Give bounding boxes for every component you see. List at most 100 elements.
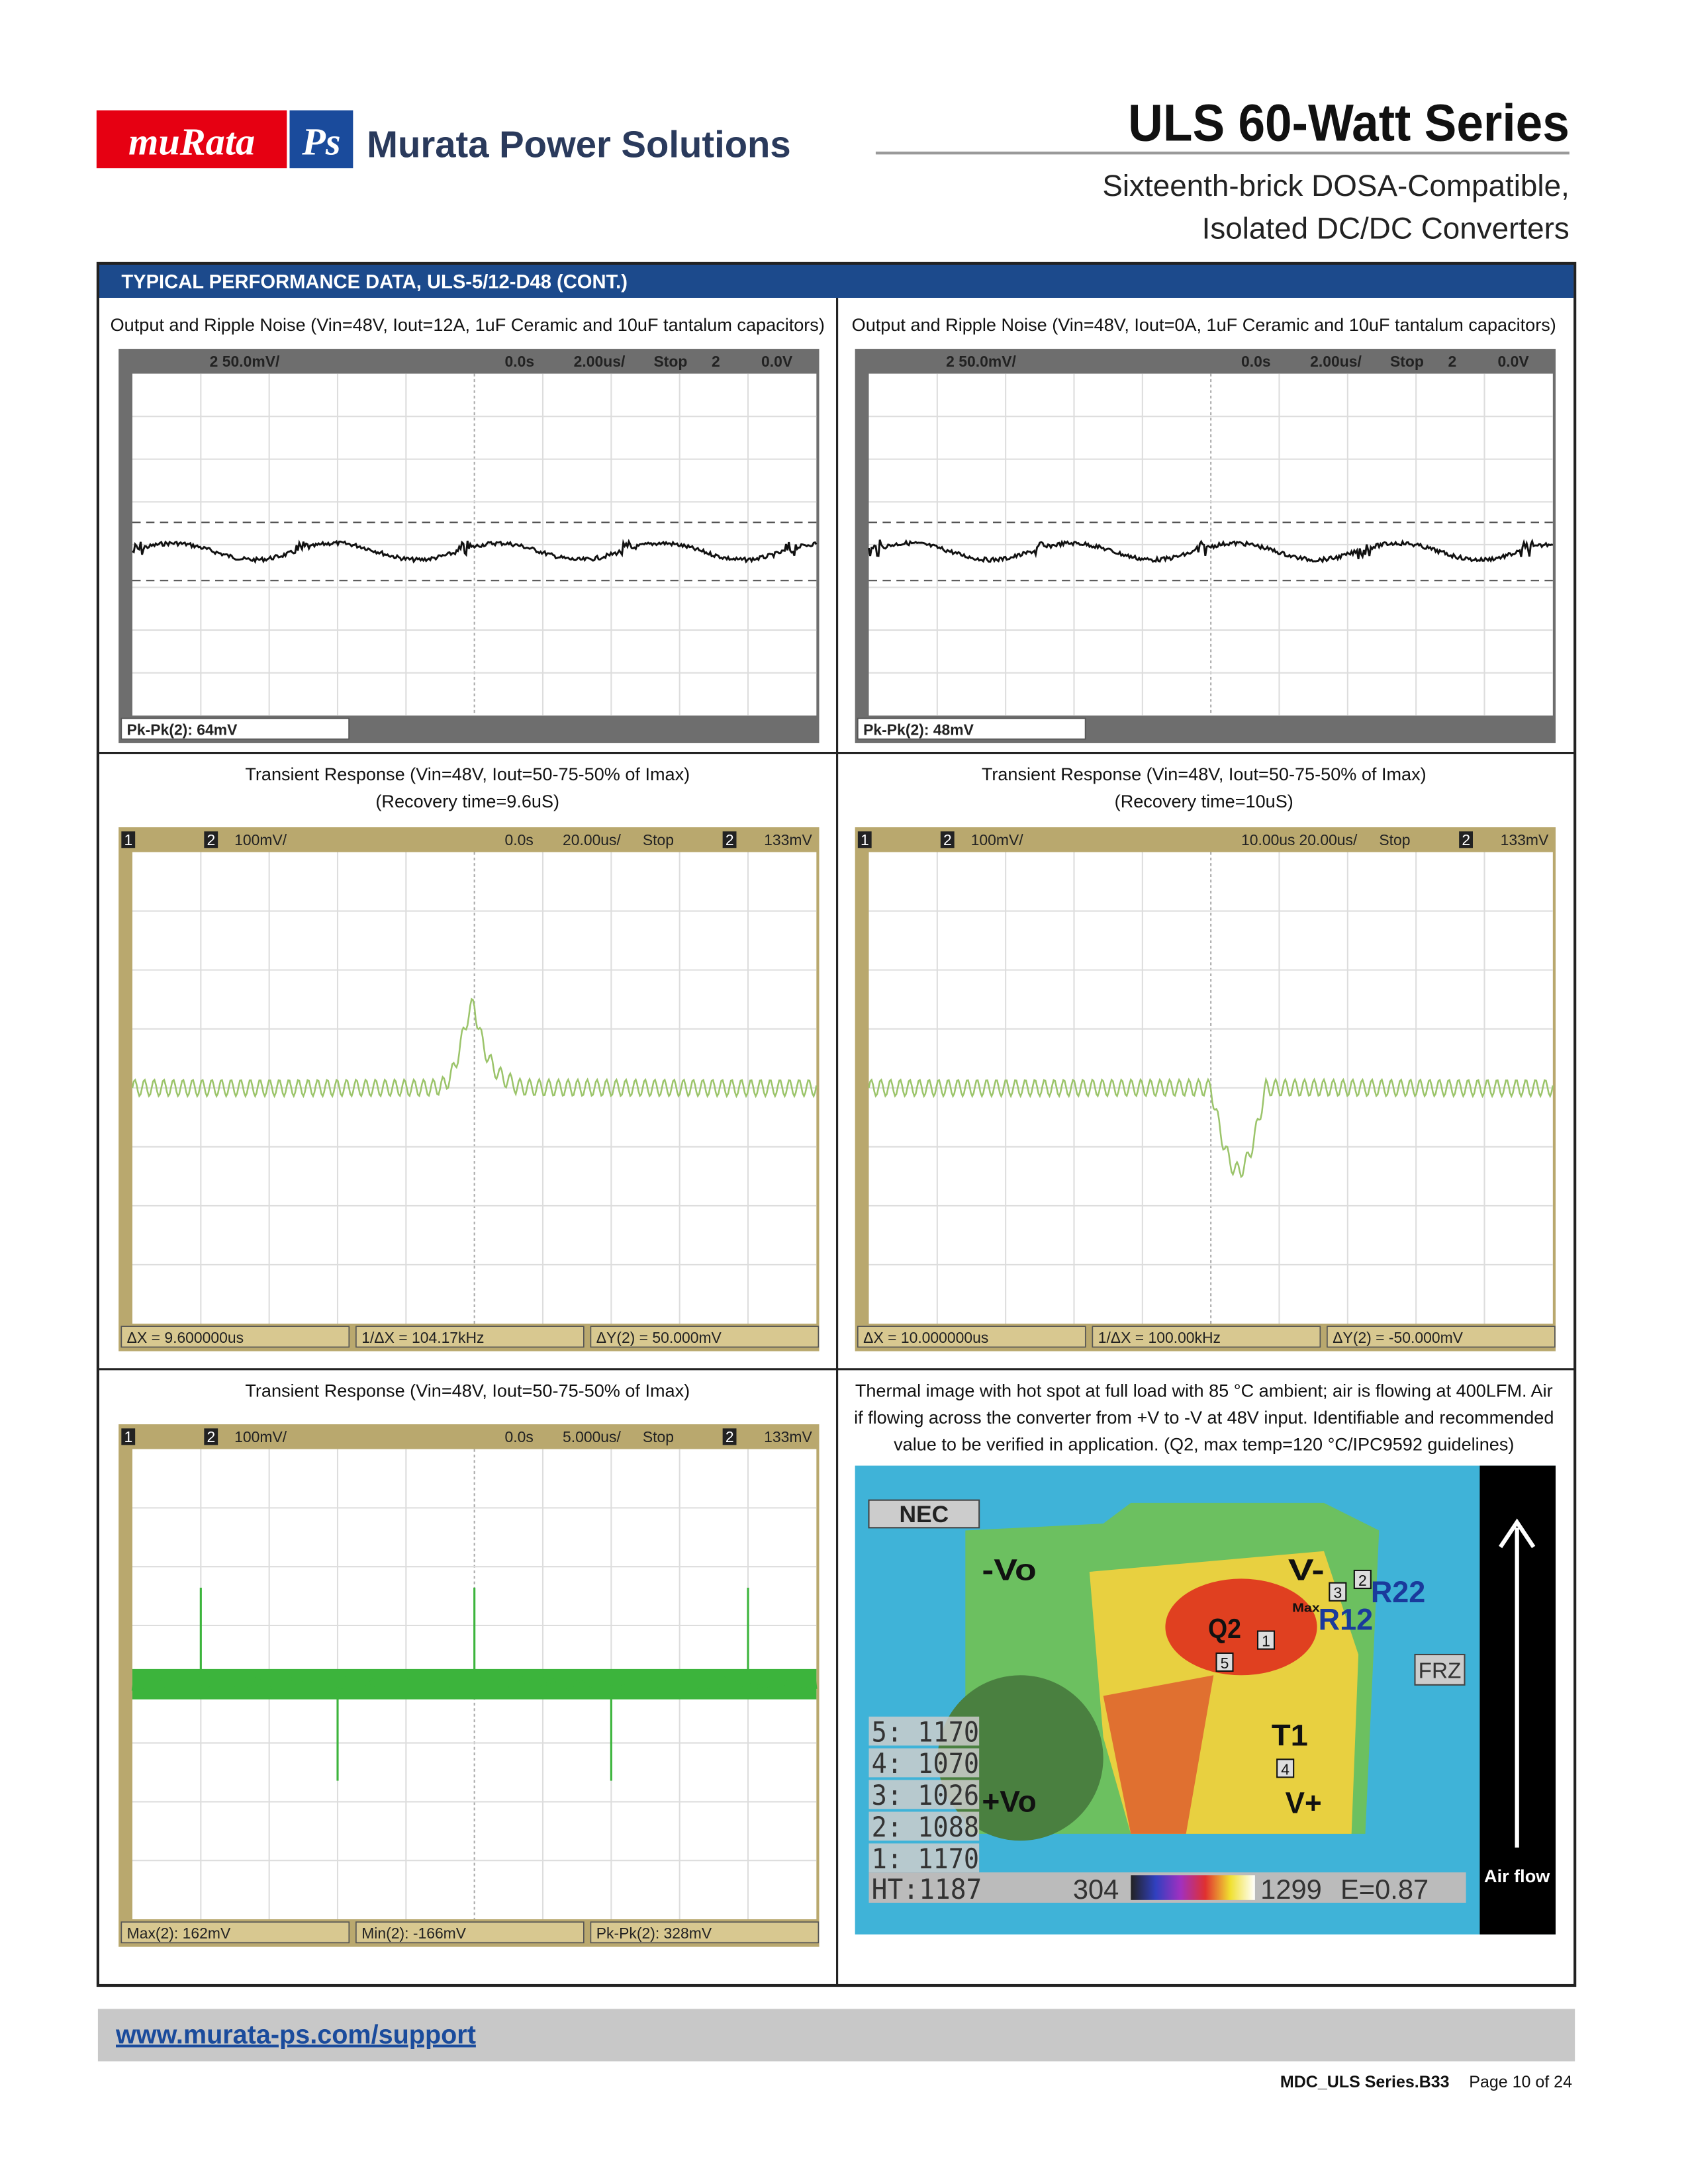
scope-footer: Pk-Pk(2): 48mV (863, 721, 974, 738)
scope-header: 20.00us/ (1299, 831, 1358, 848)
scope-header: 133mV (764, 831, 812, 848)
scale-low: 304 (1073, 1874, 1119, 1905)
scope-header: Stop (643, 831, 674, 848)
caption: (Recovery time=9.6uS) (375, 791, 559, 811)
thermal-hot (1165, 1578, 1317, 1676)
point-box (1353, 1569, 1372, 1590)
mode: FRZ (1419, 1659, 1462, 1683)
scope-header: 2 (726, 831, 734, 848)
scope-trace (868, 538, 1554, 564)
scope-footer-box (120, 717, 350, 740)
scope-header: 0.0s (505, 1428, 534, 1445)
scope-header: 2.00us/ (574, 353, 626, 370)
scope-header: 2 (207, 1428, 216, 1445)
thermal-label: Q2 (1208, 1613, 1241, 1644)
scope-header: 0.0s (505, 353, 535, 370)
thermal-orange (1103, 1675, 1214, 1834)
scope-footer: ΔX = 9.600000us (127, 1329, 244, 1346)
scope-header: 20.00us/ (563, 831, 622, 848)
scale-high: 1299 (1260, 1874, 1322, 1905)
scope-trace (132, 539, 818, 565)
section-bar (99, 265, 1574, 298)
point-label: 1 (1262, 1633, 1270, 1650)
footer-bar (97, 2009, 1575, 2062)
subtitle: Sixteenth-brick DOSA-Compatible, (1102, 169, 1570, 203)
caption: Transient Response (Vin=48V, Iout=50-75-… (245, 764, 690, 784)
scope-footer: ΔY(2) = -50.000mV (1333, 1329, 1463, 1346)
reading-box (868, 1780, 980, 1809)
scope-header: 2 50.0mV/ (210, 353, 280, 370)
scope-chip (722, 831, 737, 848)
scope-chip (857, 831, 872, 848)
scope-header: 1 (124, 1428, 133, 1445)
caption: if flowing across the converter from +V … (854, 1407, 1554, 1428)
scope-footer: ΔY(2) = 50.000mV (596, 1329, 722, 1346)
logo-red (96, 110, 287, 169)
scope-header: Stop (1379, 831, 1410, 848)
brand: NEC (899, 1501, 949, 1527)
scope-header: 100mV/ (234, 831, 287, 848)
scope-header: 5.000us/ (563, 1428, 622, 1445)
reading: 1: 1170 (872, 1843, 980, 1875)
scope-header: 2 (207, 831, 216, 848)
scope-header: 0.0V (1498, 353, 1530, 370)
scope-footer-box (355, 1921, 585, 1944)
scope-header: Stop (643, 1428, 674, 1445)
thermal-label: V+ (1286, 1786, 1322, 1820)
reading-box (868, 1843, 980, 1873)
scope-chip (940, 831, 955, 848)
url[interactable]: www.murata-ps.com/support (115, 2021, 476, 2050)
scope-footer: Pk-Pk(2): 64mV (127, 721, 238, 738)
point-label: 5 (1221, 1655, 1229, 1672)
scope-header: Stop (654, 353, 688, 370)
point-box (1276, 1758, 1295, 1778)
caption: Thermal image with hot spot at full load… (855, 1380, 1553, 1400)
scope-header: 0.0V (761, 353, 793, 370)
scope-header: Stop (1390, 353, 1424, 370)
thermal-label: V- (1288, 1553, 1325, 1587)
scope-footer-box (857, 1326, 1086, 1348)
scope-header: 1 (124, 831, 133, 848)
brand-box (868, 1499, 980, 1529)
scope-header: 10.00us (1241, 831, 1295, 848)
reading: 4: 1070 (872, 1747, 980, 1780)
scope-header: 2.00us/ (1310, 353, 1362, 370)
scope-footer: Min(2): -166mV (361, 1925, 467, 1942)
caption: (Recovery time=10uS) (1115, 791, 1293, 811)
scope-header: 2 (943, 831, 952, 848)
point-box (1215, 1652, 1234, 1672)
caption: value to be verified in application. (Q2… (894, 1434, 1514, 1455)
scope-footer-box (355, 1326, 585, 1348)
thermal-label: T1 (1272, 1719, 1308, 1752)
scope-footer: ΔX = 10.000000us (863, 1329, 988, 1346)
scope-footer: 1/ΔX = 100.00kHz (1098, 1329, 1221, 1346)
caption: Transient Response (Vin=48V, Iout=50-75-… (245, 1380, 690, 1400)
scope-footer: Max(2): 162mV (127, 1925, 231, 1942)
scope-header: 133mV (1501, 831, 1549, 848)
scope-footer-box (1092, 1326, 1321, 1348)
airflow-label: Air flow (1484, 1866, 1550, 1886)
scope-header: 2 (712, 353, 720, 370)
scope-chip (121, 1428, 136, 1445)
scope-footer-box (590, 1921, 820, 1944)
scope-trace (131, 997, 818, 1099)
thermal-label: -Vo (982, 1553, 1036, 1587)
scope-footer-box (857, 717, 1086, 740)
mode-box (1414, 1653, 1466, 1686)
caption: Output and Ripple Noise (Vin=48V, Iout=1… (111, 314, 825, 335)
page-number: Page 10 of 24 (1469, 2073, 1572, 2091)
scope-footer: 1/ΔX = 104.17kHz (361, 1329, 484, 1346)
scope-header: 2 (1462, 831, 1470, 848)
scope-trace (131, 1674, 818, 1694)
thermal-label: +Vo (982, 1785, 1036, 1819)
scope-footer-box (1327, 1326, 1556, 1348)
hot: HT:1187 (872, 1873, 982, 1905)
reading: 5: 1170 (872, 1715, 980, 1748)
reading: 3: 1026 (872, 1779, 980, 1811)
scope-header: 2 50.0mV/ (946, 353, 1016, 370)
point-label: 2 (1358, 1572, 1367, 1589)
scope-header: 100mV/ (971, 831, 1024, 848)
scope-chip (1459, 831, 1473, 848)
reading-box (868, 1748, 980, 1778)
caption: Transient Response (Vin=48V, Iout=50-75-… (982, 764, 1427, 784)
